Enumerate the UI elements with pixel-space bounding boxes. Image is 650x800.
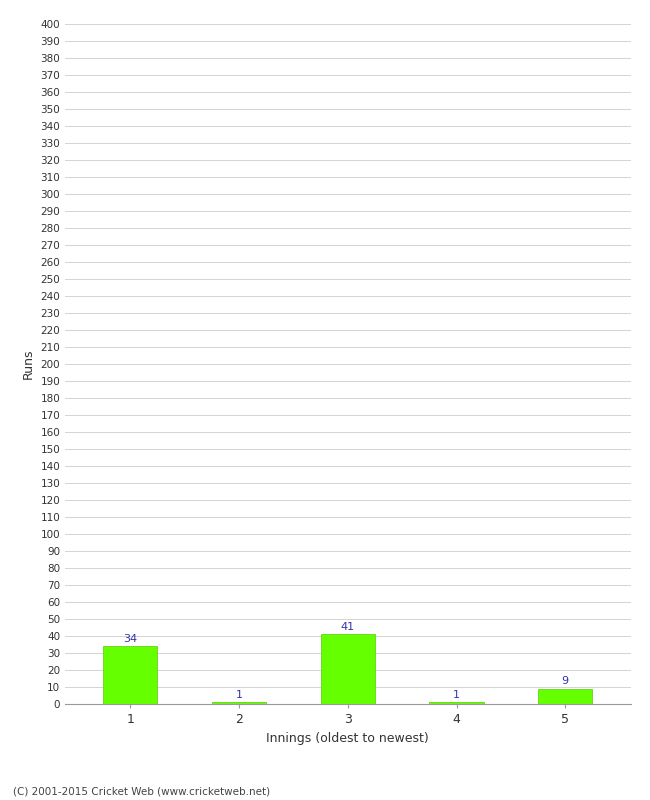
Bar: [429, 702, 484, 704]
Y-axis label: Runs: Runs: [22, 349, 35, 379]
Bar: [320, 634, 375, 704]
Text: 34: 34: [124, 634, 137, 644]
Text: (C) 2001-2015 Cricket Web (www.cricketweb.net): (C) 2001-2015 Cricket Web (www.cricketwe…: [13, 786, 270, 796]
Bar: [212, 702, 266, 704]
Text: 1: 1: [453, 690, 460, 700]
Text: 1: 1: [235, 690, 242, 700]
Text: 9: 9: [562, 676, 569, 686]
Text: 41: 41: [341, 622, 355, 632]
Bar: [538, 689, 592, 704]
X-axis label: Innings (oldest to newest): Innings (oldest to newest): [266, 731, 429, 745]
Bar: [103, 646, 157, 704]
